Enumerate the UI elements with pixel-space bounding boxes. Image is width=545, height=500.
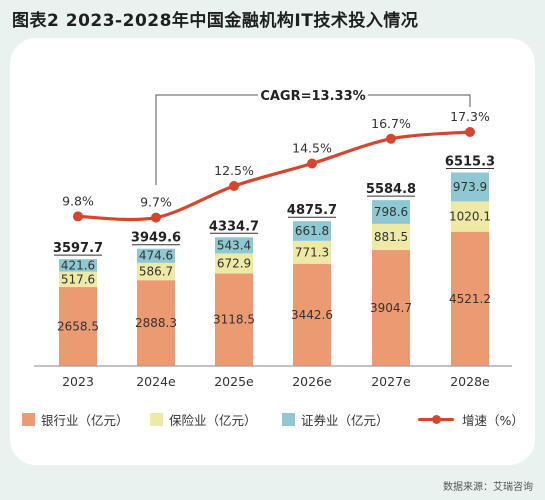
bar-securities-2027e — [372, 200, 410, 224]
bar-insurance-2023 — [59, 271, 97, 288]
legend-swatch-insurance — [150, 413, 163, 426]
legend-label-growth: 增速（%） — [462, 413, 524, 428]
cagr-layer: CAGR=13.33% — [155, 89, 471, 185]
total-label-2026e: 4875.7 — [287, 203, 337, 218]
x-tick-label-2026e: 2026e — [292, 374, 332, 389]
growth-point-2027e — [386, 133, 396, 144]
bar-bank-2028e — [451, 231, 489, 366]
bar-bank-2024e — [137, 280, 175, 366]
bar-insurance-2024e — [137, 262, 175, 281]
totals-layer: 3597.7 3949.6 4334.7 4875.7 5584.8 6515.3 — [53, 154, 495, 256]
bar-label-insurance-2027e: 881.5 — [374, 230, 408, 244]
cagr-annotation: CAGR=13.33% — [260, 89, 365, 104]
data-source: 数据来源：艾瑞咨询 — [443, 482, 533, 493]
growth-label-2025e: 12.5% — [214, 163, 254, 178]
bar-label-securities-2027e: 798.6 — [374, 205, 408, 219]
growth-label-2024e: 9.7% — [140, 195, 172, 210]
legend-item-growth: 增速（%） — [418, 410, 524, 429]
bar-label-securities-2028e: 973.9 — [453, 180, 487, 194]
bars-layer — [59, 172, 489, 366]
bar-securities-2023 — [59, 259, 97, 272]
x-tick-label-2024e: 2024e — [136, 374, 176, 389]
growth-line — [76, 130, 472, 222]
total-label-2028e: 6515.3 — [445, 154, 495, 169]
axis-layer: 2023 2024e 2025e 2026e 2027e 2028e — [34, 365, 512, 389]
bar-label-bank-2024e: 2888.3 — [135, 316, 177, 330]
line-layer — [73, 127, 475, 223]
bar-label-securities-2025e: 543.4 — [217, 238, 251, 252]
growth-label-2028e: 17.3% — [450, 109, 490, 124]
bar-bank-2023 — [59, 287, 97, 366]
bar-insurance-2027e — [372, 223, 410, 251]
page-title: 图表2 2023-2028年中国金融机构IT技术投入情况 — [12, 11, 419, 31]
bar-label-securities-2023: 421.6 — [61, 258, 95, 272]
growth-label-2026e: 14.5% — [292, 141, 332, 156]
legend-label-bank: 银行业（亿元） — [41, 413, 129, 428]
bar-label-bank-2023: 2658.5 — [57, 320, 99, 334]
chart-card — [10, 38, 535, 465]
bar-bank-2027e — [372, 250, 410, 366]
bar-insurance-2028e — [451, 201, 489, 232]
legend-item-securities: 证券业（亿元） — [282, 410, 389, 429]
legend-label-securities: 证券业（亿元） — [301, 413, 389, 428]
growth-point-2024e — [151, 212, 161, 223]
bar-label-bank-2028e: 4521.2 — [449, 292, 491, 306]
growth-labels-layer: 9.8% 9.7% 12.5% 14.5% 16.7% 17.3% — [62, 109, 490, 210]
bar-label-bank-2026e: 3442.6 — [291, 308, 333, 322]
bar-label-insurance-2025e: 672.9 — [217, 256, 251, 270]
total-label-2025e: 4334.7 — [209, 219, 259, 234]
x-tick-label-2023: 2023 — [62, 374, 94, 389]
bar-label-insurance-2024e: 586.7 — [139, 265, 173, 279]
cagr-bracket-right — [368, 94, 471, 107]
bar-insurance-2025e — [215, 253, 253, 274]
bar-label-securities-2026e: 661.8 — [295, 224, 329, 238]
bar-securities-2025e — [215, 237, 253, 254]
growth-point-2028e — [465, 127, 475, 137]
x-tick-label-2025e: 2025e — [214, 374, 254, 389]
x-tick-label-2027e: 2027e — [371, 374, 411, 389]
growth-label-2027e: 16.7% — [371, 116, 411, 131]
bar-label-insurance-2023: 517.6 — [61, 272, 95, 286]
bar-label-insurance-2028e: 1020.1 — [449, 210, 491, 224]
legend-item-bank: 银行业（亿元） — [22, 410, 129, 429]
legend-line-growth — [418, 415, 454, 424]
bar-bank-2025e — [215, 273, 253, 366]
bar-label-insurance-2026e: 771.3 — [295, 245, 329, 259]
bar-label-bank-2027e: 3904.7 — [370, 301, 412, 315]
growth-point-2026e — [307, 158, 317, 169]
x-tick-label-2028e: 2028e — [450, 374, 490, 389]
bar-bank-2026e — [293, 263, 331, 366]
growth-point-2023 — [73, 211, 83, 222]
legend-item-insurance: 保险业（亿元） — [150, 410, 257, 429]
legend-swatch-securities — [282, 413, 295, 426]
total-label-2023: 3597.7 — [53, 241, 103, 256]
total-label-2024e: 3949.6 — [131, 231, 181, 246]
bar-label-bank-2025e: 3118.5 — [213, 313, 255, 327]
bar-securities-2026e — [293, 221, 331, 241]
legend-swatch-bank — [22, 413, 35, 426]
legend-label-insurance: 保险业（亿元） — [169, 413, 257, 428]
bar-insurance-2026e — [293, 240, 331, 264]
growth-point-2025e — [229, 181, 239, 192]
bar-label-securities-2024e: 474.6 — [139, 249, 173, 263]
total-label-2027e: 5584.8 — [366, 182, 416, 197]
bar-securities-2024e — [137, 248, 175, 263]
growth-label-2023: 9.8% — [62, 193, 94, 208]
bar-securities-2028e — [451, 172, 489, 202]
cagr-bracket-left — [155, 94, 258, 185]
